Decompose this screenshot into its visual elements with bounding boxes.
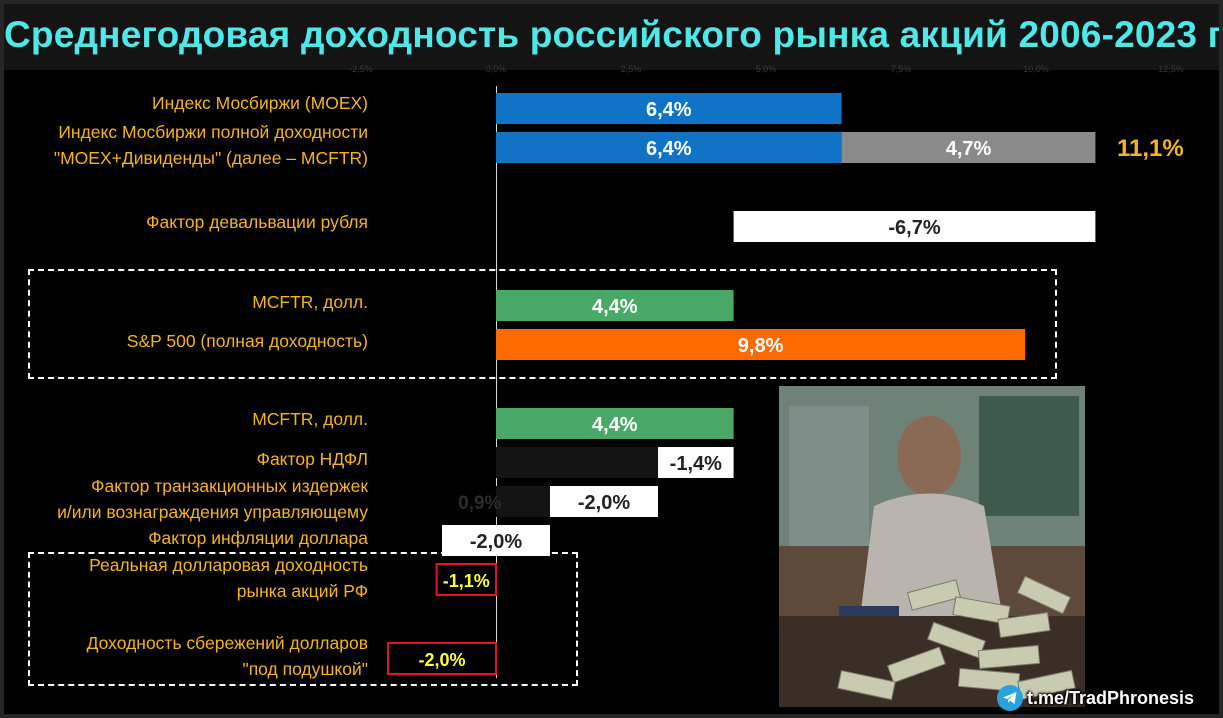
x-tick-label: 10,0%: [1023, 64, 1049, 74]
bar-data-label: -6,7%: [888, 217, 940, 239]
channel-link-text: t.me/TradPhronesis: [1027, 687, 1195, 708]
bar: [496, 290, 734, 321]
bar: [496, 408, 734, 439]
bar: [841, 132, 1096, 163]
telegram-icon: [997, 685, 1023, 711]
channel-link[interactable]: t.me/TradPhronesis: [997, 683, 1194, 713]
category-label: Реальная долларовая доходность рынка акци…: [89, 552, 368, 604]
x-tick-label: 7,5%: [890, 64, 912, 74]
bar-data-label: -2,0%: [470, 531, 522, 553]
category-label: Фактор инфляции доллара: [148, 528, 368, 548]
category-label-line: Доходность сбережений долларов: [86, 633, 368, 653]
category-label: Индекс Мосбиржи полной доходности "MOEX+Д…: [54, 119, 368, 171]
x-tick-label: 12,5%: [1158, 64, 1184, 74]
bars-svg: 0,9% 6,4% 6,4% 4,7% -6,7% 4,4% 9,8% 4,4% -1,4% -2…: [387, 93, 1096, 675]
bar-data-label: 4,7%: [946, 138, 992, 160]
category-label: MCFTR, долл.: [252, 409, 368, 429]
category-label-line: Реальная долларовая доходность: [89, 555, 368, 575]
highlight-box-usd: [28, 269, 1057, 379]
category-label-line: и/или вознаграждения управляющему: [57, 502, 368, 522]
bar-data-label: 4,4%: [592, 296, 638, 318]
category-label: S&P 500 (полная доходность): [126, 331, 368, 351]
bar-data-label: -2,0%: [418, 650, 465, 670]
bar-data-label: 6,4%: [646, 138, 692, 160]
category-label: Фактор транзакционных издержек и/или возн…: [57, 473, 368, 525]
x-tick-label: -2,5%: [349, 64, 373, 74]
x-tick-label: 0,0%: [485, 64, 507, 74]
ghost-data-label: 0,9%: [458, 493, 501, 514]
bar: [658, 447, 734, 478]
total-return-label: 11,1%: [1117, 135, 1184, 162]
category-label-line: Индекс Мосбиржи полной доходности: [58, 122, 368, 142]
highlight-box-real: [28, 552, 578, 686]
bar-data-label: 9,8%: [738, 335, 784, 357]
chart-title: Среднегодовая доходность российского рын…: [4, 14, 1219, 55]
bar-data-label: -2,0%: [578, 492, 630, 514]
category-label-line: "под подушкой": [242, 659, 368, 679]
category-label: Фактор девальвации рубля: [146, 212, 368, 232]
title-bar: Среднегодовая доходность российского рын…: [4, 4, 1219, 70]
bar: [496, 93, 842, 124]
bar-data-label: -1,1%: [443, 571, 490, 591]
bar: [387, 642, 497, 675]
category-label: MCFTR, долл.: [252, 292, 368, 312]
category-label-line: Фактор транзакционных издержек: [91, 476, 368, 496]
bar: [442, 525, 550, 556]
bar-data-label: -1,4%: [670, 453, 722, 475]
category-label-line: "MOEX+Дивиденды" (далее – MCFTR): [53, 148, 368, 168]
bar: [550, 486, 658, 517]
bar: [496, 132, 842, 163]
category-label: Индекс Мосбиржи (MOEX): [152, 93, 368, 113]
bar: [496, 329, 1026, 360]
bar: [435, 563, 498, 596]
x-tick-label: 5,0%: [755, 64, 777, 74]
photo-man-with-money: [779, 386, 1085, 707]
x-tick-label: 2,5%: [620, 64, 642, 74]
category-label: Доходность сбережений долларов "под подуш…: [87, 630, 368, 682]
category-label-line: рынка акций РФ: [236, 581, 368, 601]
chart-frame: Среднегодовая доходность российского рын…: [4, 4, 1219, 714]
bar: [733, 211, 1096, 242]
bar-data-label: 4,4%: [592, 414, 638, 436]
photo-illustration: [779, 386, 1085, 707]
zero-axis-line: [496, 86, 497, 678]
bar-data-label: 6,4%: [646, 99, 692, 121]
category-label: Фактор НДФЛ: [256, 449, 368, 469]
